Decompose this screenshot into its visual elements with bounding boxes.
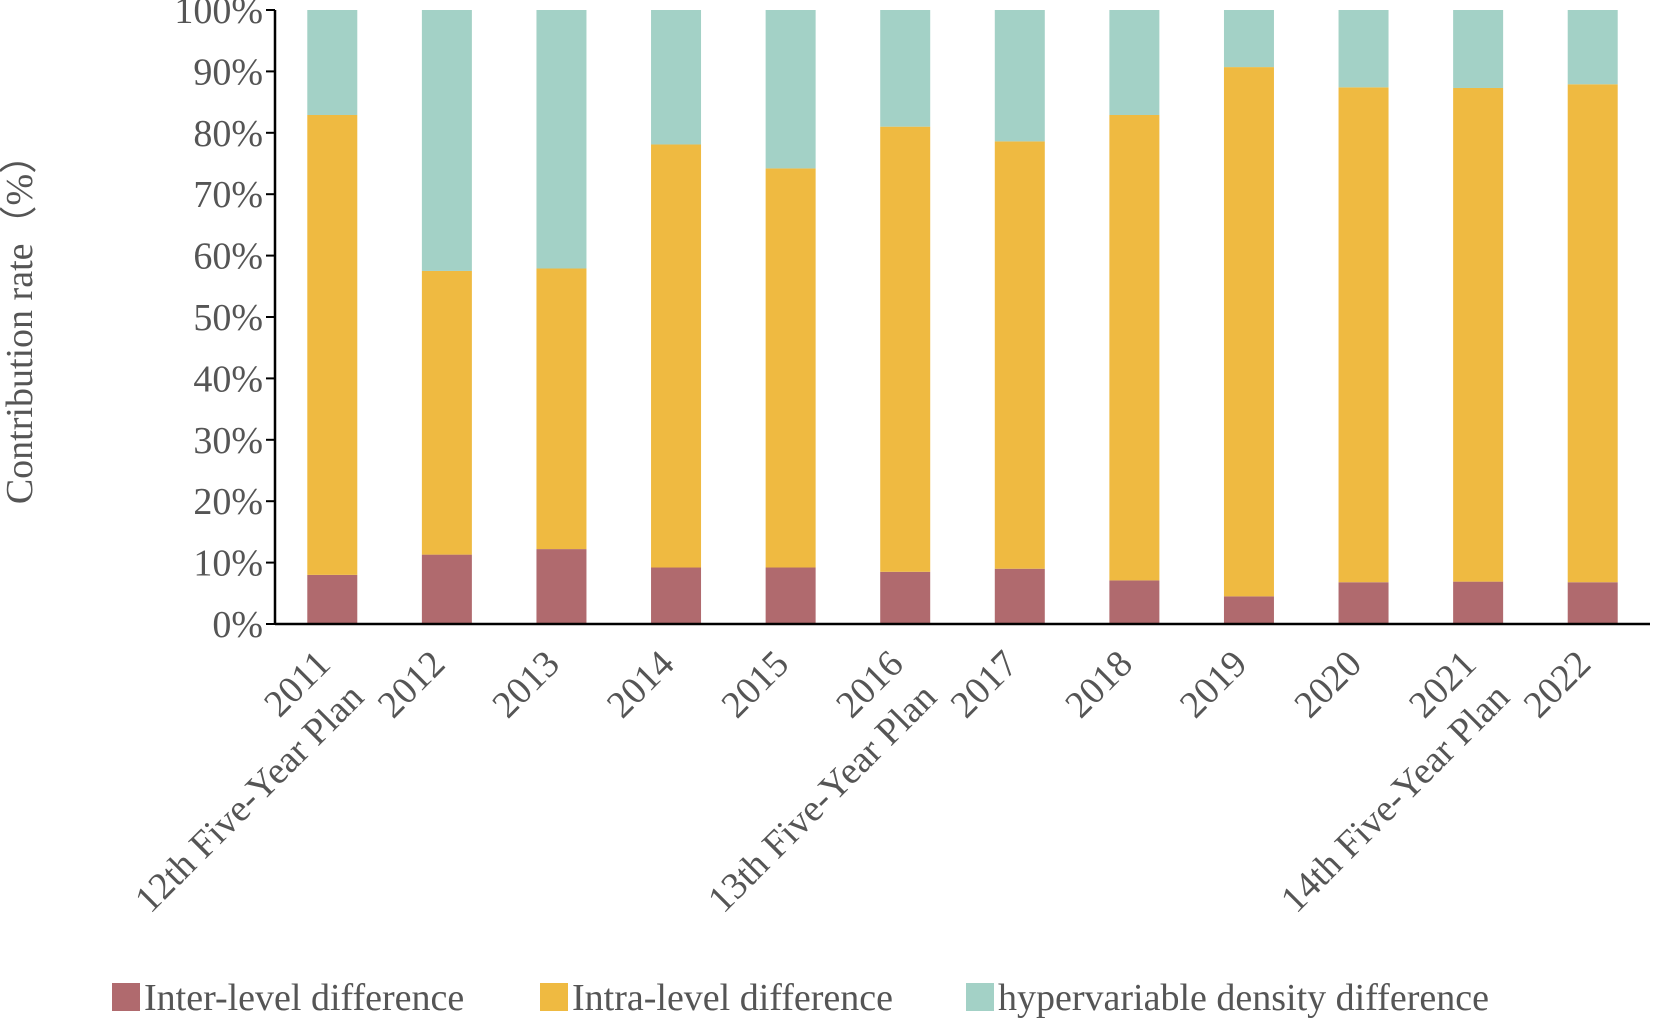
y-tick-label: 50%: [193, 297, 263, 339]
y-tick-label: 30%: [193, 420, 263, 462]
bar-segment-2012-series-2: [421, 270, 472, 555]
x-tick-label: 201112th Five-Year Plan: [94, 643, 372, 921]
y-tick-labels: 0% 10% 20% 30% 40% 50% 60% 70% 80% 90% 100%: [174, 0, 275, 646]
x-tick-label: 2018: [1057, 643, 1140, 726]
bar-segment-2017-series-1: [994, 568, 1045, 624]
bar-segment-2011-series-2: [307, 114, 358, 575]
y-tick-label: 90%: [193, 51, 263, 93]
x-tick-label-line: 2018: [1057, 643, 1140, 726]
y-tick-label: 60%: [193, 236, 263, 278]
y-tick-label: 0%: [212, 604, 263, 646]
bar-segment-2012-series-1: [421, 554, 472, 624]
x-tick-label-line: 2020: [1286, 643, 1369, 726]
y-tick-label: 20%: [193, 481, 263, 523]
x-tick-label: 2012: [370, 643, 453, 726]
y-tick-label: 100%: [174, 0, 263, 32]
x-tick-label-line: 2012: [370, 643, 453, 726]
y-axis-title: Contribution rate（%）: [0, 136, 41, 504]
bar-segment-2016-series-2: [880, 126, 931, 572]
legend-swatch-2: [540, 983, 568, 1011]
bar-segment-2013-series-3: [536, 10, 587, 269]
bar-segment-2015-series-2: [765, 168, 816, 568]
x-tick-label-line: 2014: [599, 643, 682, 726]
legend: Inter-level difference Intra-level differ…: [112, 977, 1489, 1019]
bar-segment-2020-series-1: [1338, 582, 1389, 624]
x-tick-label-line: 2013: [484, 643, 567, 726]
bar-segment-2022-series-2: [1567, 84, 1618, 583]
bar-segment-2020-series-3: [1338, 10, 1389, 88]
bar-segment-2019-series-2: [1223, 67, 1274, 597]
x-tick-label-line: 2015: [714, 643, 797, 726]
bar-segment-2011-series-3: [307, 10, 358, 115]
x-tick-label: 202114th Five-Year Plan: [1240, 643, 1518, 921]
bar-segment-2021-series-1: [1453, 581, 1504, 624]
x-tick-label: 2014: [599, 643, 682, 726]
bar-segment-2019-series-3: [1223, 10, 1274, 68]
bar-segment-2012-series-3: [421, 10, 472, 271]
bar-segment-2017-series-3: [994, 10, 1045, 142]
bars-layer: [307, 10, 1618, 624]
x-tick-label: 2013: [484, 643, 567, 726]
x-tick-label-line: 2017: [943, 643, 1026, 726]
x-tick-label: 2019: [1172, 643, 1255, 726]
x-tick-label: 201613th Five-Year Plan: [667, 643, 945, 921]
bar-segment-2021-series-2: [1453, 87, 1504, 582]
bar-segment-2019-series-1: [1223, 596, 1274, 624]
legend-label-2: Intra-level difference: [572, 977, 893, 1019]
bar-segment-2022-series-3: [1567, 10, 1618, 85]
x-tick-label: 2020: [1286, 643, 1369, 726]
legend-swatch-3: [966, 983, 994, 1011]
legend-label-3: hypervariable density difference: [998, 977, 1489, 1019]
bar-segment-2018-series-1: [1109, 580, 1160, 624]
bar-segment-2015-series-1: [765, 567, 816, 624]
bar-segment-2014-series-1: [651, 567, 702, 624]
y-tick-label: 10%: [193, 543, 263, 585]
y-tick-label: 80%: [193, 113, 263, 155]
legend-swatch-1: [112, 983, 140, 1011]
bar-segment-2022-series-1: [1567, 582, 1618, 624]
x-tick-label-line: 2022: [1516, 643, 1599, 726]
bar-segment-2014-series-2: [651, 144, 702, 568]
bar-segment-2017-series-2: [994, 141, 1045, 569]
x-tick-label: 2017: [943, 643, 1026, 726]
bar-segment-2016-series-1: [880, 571, 931, 624]
bar-segment-2013-series-1: [536, 549, 587, 624]
bar-segment-2021-series-3: [1453, 10, 1504, 88]
bar-segment-2018-series-3: [1109, 10, 1160, 115]
bar-segment-2016-series-3: [880, 10, 931, 127]
axes-layer: [273, 10, 1650, 626]
y-tick-label: 70%: [193, 174, 263, 216]
x-tick-label: 2022: [1516, 643, 1599, 726]
bar-segment-2018-series-2: [1109, 114, 1160, 581]
x-tick-label-line: 2019: [1172, 643, 1255, 726]
bar-segment-2013-series-2: [536, 268, 587, 550]
legend-label-1: Inter-level difference: [144, 977, 464, 1019]
bar-segment-2020-series-2: [1338, 87, 1389, 583]
bar-segment-2015-series-3: [765, 10, 816, 169]
bar-segment-2011-series-1: [307, 574, 358, 624]
y-tick-label: 40%: [193, 358, 263, 400]
bar-segment-2014-series-3: [651, 10, 702, 145]
x-tick-label: 2015: [714, 643, 797, 726]
x-tick-label-line: 12th Five-Year Plan: [127, 676, 372, 921]
